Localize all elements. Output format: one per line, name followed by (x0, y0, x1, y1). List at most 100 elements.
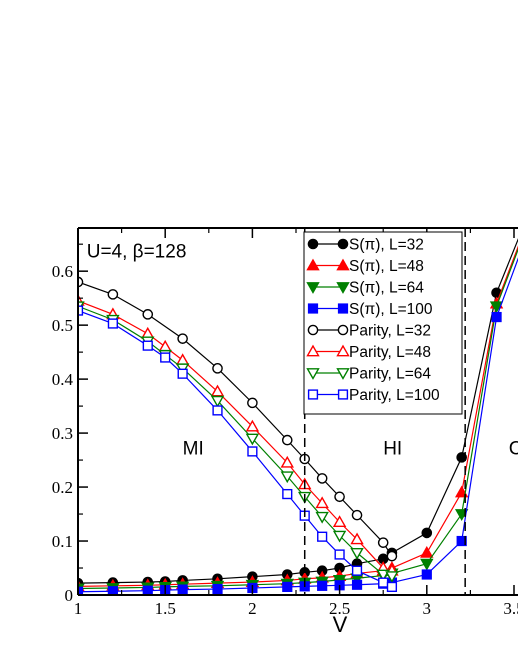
x-axis-label: V (333, 612, 348, 637)
y-tick-label: 0.5 (52, 316, 73, 335)
data-point-0-14 (421, 527, 433, 539)
data-point-5-9 (315, 496, 329, 509)
data-point-4-6 (281, 434, 293, 446)
data-point-4-5 (247, 397, 258, 409)
data-point-5-11 (350, 532, 364, 545)
series-layer (78, 238, 518, 595)
data-point-7-1 (107, 318, 118, 329)
data-point-4-2 (142, 309, 154, 320)
data-point-1-14 (420, 545, 434, 558)
x-tick-label: 2.5 (329, 599, 350, 618)
x-tick-label: 1 (74, 599, 83, 618)
y-tick-label: 0.6 (52, 262, 73, 281)
legend-marker-right (337, 238, 349, 250)
data-point-7-12 (378, 577, 389, 588)
data-point-3-7 (282, 581, 293, 593)
legend-label: S(π), L=64 (349, 280, 424, 297)
data-point-7-10 (334, 549, 345, 560)
legend-marker-left (306, 258, 320, 271)
data-point-3-0 (78, 586, 84, 595)
data-point-7-13 (386, 581, 398, 593)
x-tick-label: 3.5 (503, 599, 518, 618)
legend-marker-left (307, 389, 319, 400)
legend-label: Parity, L=48 (349, 344, 431, 361)
legend-marker-right (337, 324, 349, 336)
data-point-7-5 (212, 405, 223, 416)
annotation-layer: U=4, β=128 MI HI C (87, 242, 518, 460)
legend-marker-right (337, 389, 349, 400)
data-point-3-11 (351, 579, 363, 590)
annotation-2: HI (383, 439, 402, 460)
legend-label: Parity, L=100 (349, 387, 440, 404)
data-point-6-9 (315, 511, 329, 524)
y-tick-label: 0.4 (52, 370, 74, 389)
data-point-3-14 (421, 569, 432, 580)
legend-label: S(π), L=100 (349, 301, 433, 318)
series-7 (78, 305, 398, 593)
legend-marker-left (307, 238, 319, 250)
y-tick-label: 0.2 (52, 478, 73, 497)
legend-item-1: S(π), L=48 (306, 258, 424, 275)
legend-marker-right (336, 258, 350, 271)
legend-item-3: S(π), L=100 (307, 301, 433, 318)
y-tick-label: 0 (65, 586, 74, 605)
data-point-4-8 (316, 473, 328, 484)
data-point-4-11 (377, 537, 389, 548)
data-point-6-10 (332, 530, 347, 543)
legend-item-0: S(π), L=32 (307, 237, 424, 254)
data-point-6-7 (280, 471, 294, 484)
legend-item-2: S(π), L=64 (306, 280, 424, 297)
legend-marker-left (307, 303, 319, 314)
data-point-7-4 (177, 368, 188, 379)
data-point-3-16 (491, 311, 502, 323)
data-point-4-1 (107, 289, 119, 300)
data-point-2-16 (489, 301, 504, 314)
legend-label: Parity, L=64 (349, 366, 431, 383)
legend-label: S(π), L=48 (349, 258, 424, 275)
data-point-4-12 (386, 550, 398, 562)
data-point-3-9 (317, 580, 328, 591)
data-point-7-9 (317, 531, 328, 542)
legend-marker-right (336, 368, 350, 380)
data-point-4-4 (212, 363, 223, 374)
legend-item-7: Parity, L=100 (307, 387, 440, 404)
axes-layer: 1 1.5 2 2.5 3 3.5 0 0.1 0.2 0.3 0.4 0.5 0.6 V (52, 227, 518, 637)
data-point-4-3 (177, 333, 188, 344)
legend-marker-left (307, 324, 319, 336)
data-point-5-10 (332, 515, 347, 528)
data-point-5-6 (245, 419, 260, 432)
data-point-3-1 (107, 586, 118, 595)
y-tick-label: 0.1 (52, 532, 73, 551)
data-point-6-11 (350, 548, 364, 560)
data-point-3-2 (142, 585, 153, 595)
x-tick-label: 3 (423, 599, 432, 618)
data-point-0-15 (456, 452, 467, 463)
data-point-3-4 (177, 584, 188, 595)
data-point-4-9 (334, 491, 345, 503)
data-point-5-5 (210, 384, 225, 397)
legend-item-6: Parity, L=64 (306, 366, 431, 383)
legend: S(π), L=32 S(π), L=48 S(π), L=64 S(π), L=10… (303, 231, 463, 415)
x-tick-label: 2 (248, 599, 257, 618)
data-point-6-5 (210, 395, 225, 408)
x-tick-label: 1.5 (155, 599, 176, 618)
legend-marker-left (306, 344, 320, 357)
annotation-3: C (509, 439, 518, 460)
data-point-5-7 (280, 455, 294, 468)
data-point-3-15 (456, 535, 467, 547)
data-point-6-13 (385, 571, 399, 584)
data-point-7-6 (247, 446, 258, 457)
data-point-5-3 (158, 339, 172, 352)
data-point-4-10 (351, 509, 363, 521)
legend-item-5: Parity, L=48 (306, 344, 431, 361)
legend-label: S(π), L=32 (349, 237, 424, 254)
data-point-7-0 (78, 305, 84, 316)
data-point-7-7 (282, 488, 293, 500)
legend-marker-right (336, 344, 350, 357)
legend-item-4: Parity, L=32 (307, 323, 431, 340)
legend-marker-right (337, 303, 349, 314)
data-point-7-11 (351, 565, 363, 576)
legend-marker-left (306, 368, 320, 380)
data-point-6-12 (376, 569, 390, 582)
